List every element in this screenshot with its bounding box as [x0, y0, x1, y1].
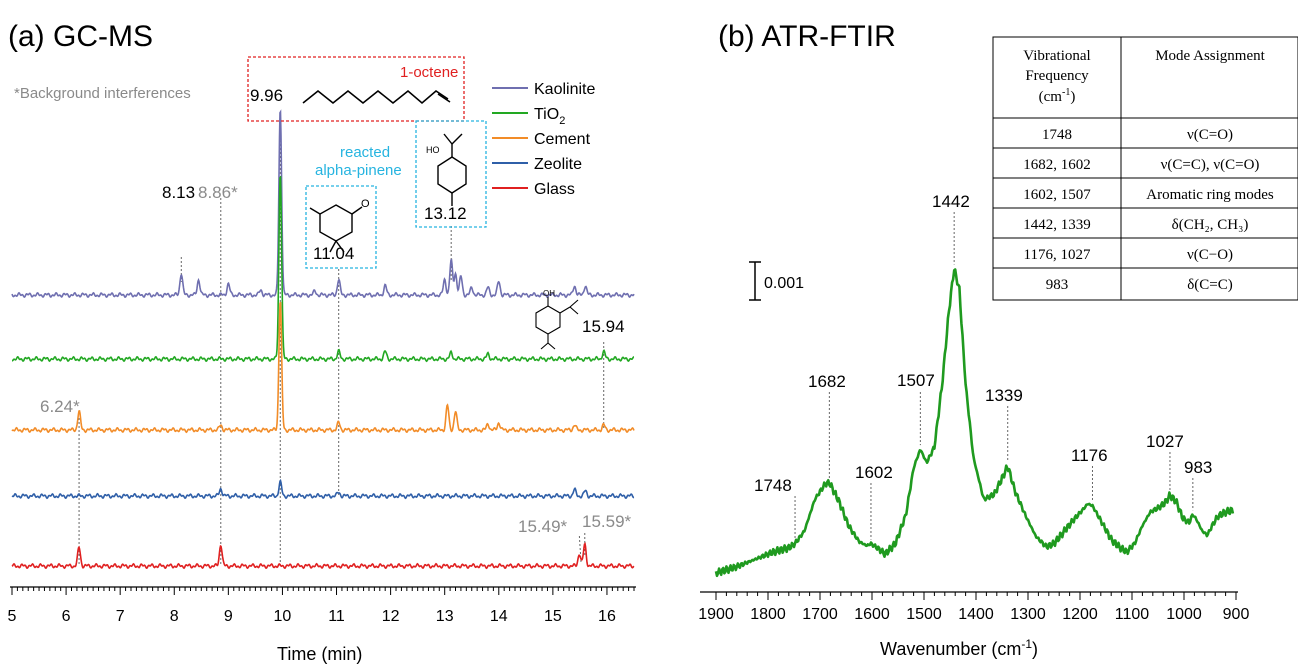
table-cell-mode: ν(C=O) [1187, 127, 1233, 143]
phenol-structure-icon: OH [535, 289, 579, 350]
svg-text:O: O [361, 198, 370, 210]
ftir-peak-1682: 1682 [808, 372, 846, 391]
ftir-tick-label: 1300 [1010, 606, 1046, 623]
octene-label: 1-octene [400, 64, 458, 81]
ftir-peak-1602: 1602 [855, 463, 893, 482]
ftir-tick-label: 1200 [1062, 606, 1098, 623]
ftir-x-ticks [715, 592, 1237, 600]
octene-structure-icon [302, 89, 449, 105]
legend-kaolinite: Kaolinite [534, 81, 595, 98]
ftir-tick-label: 1000 [1166, 606, 1202, 623]
ftir-guide-lines [794, 212, 1194, 540]
table-header-freq-1: Vibrational [1023, 48, 1090, 64]
peak-label-15-49: 15.49* [518, 517, 568, 536]
svg-text:HO: HO [426, 145, 440, 155]
peak-label-13-12: 13.12 [424, 204, 467, 223]
gcms-tick-label: 15 [544, 608, 562, 625]
legend-zeolite: Zeolite [534, 156, 582, 173]
peak-label-15-59: 15.59* [582, 512, 632, 531]
gcms-tick-label: 6 [62, 608, 71, 625]
ftir-tick-label: 1400 [958, 606, 994, 623]
ftir-peak-1176: 1176 [1071, 446, 1108, 465]
table-cell-freq: 1176, 1027 [1024, 247, 1091, 263]
table-cell-freq: 1442, 1339 [1023, 217, 1091, 233]
gcms-tick-label: 9 [224, 608, 233, 625]
ftir-x-tick-labels: 1900 1800 1700 1600 1500 1400 1300 1200 1100 1000… [698, 606, 1249, 623]
gcms-legend: Kaolinite TiO2 Cement Zeolite Glass [492, 81, 595, 198]
table-cell-freq: 983 [1046, 277, 1069, 293]
panel-a-title: (a) GC-MS [8, 20, 153, 53]
ftir-spectrum-line [714, 268, 1235, 578]
terpineol-structure-icon [437, 156, 467, 194]
gcms-tick-label: 8 [170, 608, 179, 625]
table-cell-mode: Aromatic ring modes [1146, 187, 1274, 203]
gcms-traces [11, 109, 635, 570]
gcms-x-label: Time (min) [277, 644, 362, 664]
gcms-tick-label: 5 [8, 608, 17, 625]
gcms-trace-tio2 [11, 175, 635, 363]
gcms-tick-label: 12 [382, 608, 400, 625]
background-note: *Background interferences [14, 85, 191, 102]
gcms-tick-label: 13 [436, 608, 454, 625]
table-cell-mode: ν(C−O) [1187, 247, 1233, 263]
gcms-x-ticks [11, 587, 635, 595]
table-cell-freq: 1748 [1042, 127, 1072, 143]
peak-label-8-13: 8.13 [162, 183, 195, 202]
ftir-peak-1442: 1442 [932, 192, 970, 211]
table-cell-freq: 1682, 1602 [1023, 157, 1091, 173]
legend-cement: Cement [534, 131, 591, 148]
table-cell-freq: 1602, 1507 [1023, 187, 1091, 203]
table-header-freq-3: (cm-1) [1039, 87, 1076, 105]
ketone-structure-box: O [305, 185, 377, 269]
panel-ftir: (b) ATR-FTIR 0.001 1900 1800 1700 1600 1500 1… [698, 20, 1298, 659]
peak-label-8-86: 8.86* [198, 183, 238, 202]
assignment-table: Vibrational Frequency (cm-1) Mode Assign… [992, 36, 1298, 301]
gcms-trace-kaolinite [11, 109, 635, 299]
peak-label-11-04: 11.04 [313, 244, 354, 263]
gcms-tick-label: 16 [598, 608, 616, 625]
gcms-tick-label: 7 [116, 608, 125, 625]
table-cell-mode: ν(C=C), ν(C=O) [1161, 157, 1260, 173]
ftir-peak-1027: 1027 [1146, 432, 1184, 451]
gcms-tick-label: 11 [328, 608, 345, 625]
table-header-freq-2: Frequency [1025, 68, 1089, 84]
ftir-peak-1339: 1339 [985, 386, 1023, 405]
ftir-peak-983: 983 [1184, 458, 1212, 477]
gcms-trace-zeolite [11, 478, 635, 500]
ketone-structure-icon [319, 204, 353, 242]
ftir-tick-label: 1900 [698, 606, 734, 623]
svg-text:OH: OH [543, 289, 555, 298]
octene-structure-box: 1-octene [247, 56, 465, 122]
ftir-tick-label: 1600 [854, 606, 890, 623]
ftir-peak-1507: 1507 [897, 371, 935, 390]
scale-bar-label: 0.001 [764, 275, 804, 292]
gcms-tick-label: 10 [274, 608, 292, 625]
panel-gcms: (a) GC-MS *Background interferences 5 6 7 8… [8, 20, 636, 664]
ftir-tick-label: 1700 [802, 606, 838, 623]
gcms-tick-label: 14 [490, 608, 508, 625]
terpineol-structure-box: HO [415, 120, 487, 228]
panel-b-title: (b) ATR-FTIR [718, 20, 896, 53]
peak-label-9-96: 9.96 [250, 86, 283, 105]
gcms-trace-glass [11, 542, 635, 570]
legend-tio2: TiO2 [534, 106, 565, 127]
peak-label-6-24: 6.24* [40, 397, 80, 416]
ftir-x-label: Wavenumber (cm-1) [880, 637, 1038, 659]
ftir-tick-label: 1500 [906, 606, 942, 623]
table-header-mode: Mode Assignment [1155, 48, 1265, 64]
gcms-x-tick-labels: 5 6 7 8 9 10 11 12 13 14 15 16 [8, 608, 616, 625]
peak-label-15-94: 15.94 [582, 317, 625, 336]
reacted-label-line1: reacted [340, 144, 390, 161]
ftir-tick-label: 1800 [750, 606, 786, 623]
table-cell-mode: δ(CH₂, CH₃) [1172, 217, 1249, 233]
legend-glass: Glass [534, 181, 575, 198]
reacted-label-line2: alpha-pinene [315, 162, 402, 179]
ftir-tick-label: 900 [1223, 606, 1250, 623]
ftir-peak-1748: 1748 [754, 476, 792, 495]
scale-bar: 0.001 [749, 261, 804, 301]
table-cell-mode: δ(C=C) [1187, 277, 1233, 293]
gcms-trace-cement [11, 301, 635, 434]
ftir-tick-label: 1100 [1115, 606, 1150, 623]
